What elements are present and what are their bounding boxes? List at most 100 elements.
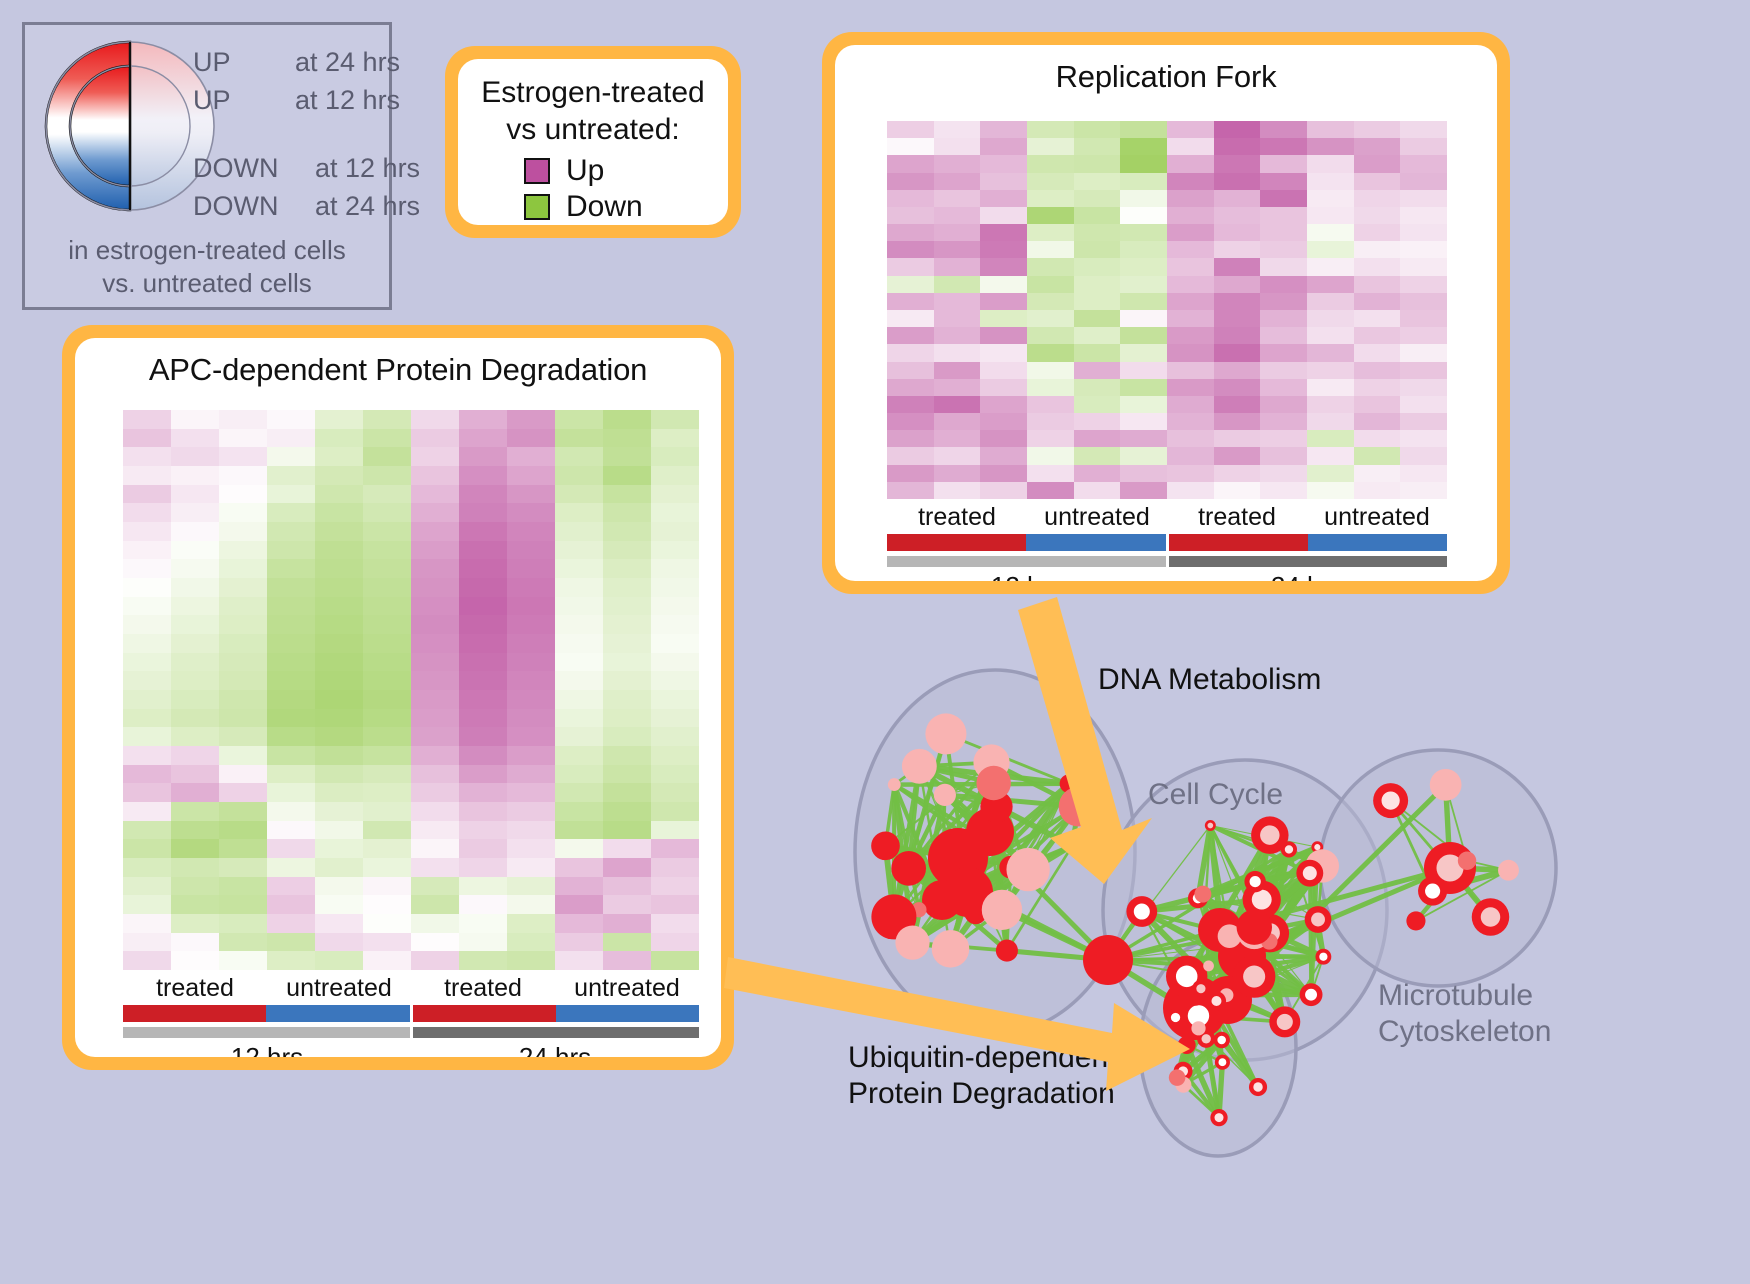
heatmap-cell: [267, 653, 315, 672]
network-node: [922, 880, 962, 920]
heatmap-cell: [315, 410, 363, 429]
heatmap-cell: [1400, 344, 1447, 361]
heatmap-cell: [603, 485, 651, 504]
heatmap-cell: [219, 578, 267, 597]
heatmap-cell: [1307, 430, 1354, 447]
heatmap-cell: [980, 155, 1027, 172]
heatmap-cell: [1120, 121, 1167, 138]
axis-time-bar: [1169, 556, 1448, 567]
heatmap-cell: [1074, 121, 1121, 138]
network-node-core: [1277, 1014, 1293, 1030]
heatmap-cell: [171, 615, 219, 634]
heatmap-cell: [934, 465, 981, 482]
heatmap-cell: [411, 765, 459, 784]
network-label-ubiquitin-degradation: Ubiquitin-dependent Protein Degradation: [848, 1040, 1117, 1112]
heatmap-cell: [1214, 224, 1261, 241]
heatmap-cell: [267, 541, 315, 560]
heatmap-cell: [651, 466, 699, 485]
heatmap-cell: [1260, 138, 1307, 155]
heatmap-cell: [1120, 430, 1167, 447]
heatmap-cell: [1307, 224, 1354, 241]
heatmap-cell: [980, 362, 1027, 379]
heatmap-cell: [980, 447, 1027, 464]
heatmap-cell: [219, 541, 267, 560]
heatmap-cell: [887, 276, 934, 293]
heatmap-cell: [1167, 344, 1214, 361]
heatmap-cell: [1167, 155, 1214, 172]
heatmap-cell: [123, 727, 171, 746]
heatmap-cell: [555, 429, 603, 448]
heatmap-cell: [363, 578, 411, 597]
heatmap-cell: [267, 690, 315, 709]
heatmap-cell: [603, 709, 651, 728]
heatmap-cell: [1167, 310, 1214, 327]
heatmap-cell: [980, 173, 1027, 190]
heatmap-cell: [123, 858, 171, 877]
heatmap-cell: [651, 578, 699, 597]
heatmap-cell: [1120, 413, 1167, 430]
heatmap-cell: [123, 653, 171, 672]
heatmap-cell: [934, 207, 981, 224]
heatmap-cell: [507, 727, 555, 746]
heatmap-cell: [651, 821, 699, 840]
heatmap-cell: [363, 746, 411, 765]
heatmap-cell: [171, 951, 219, 970]
heatmap-cell: [411, 447, 459, 466]
heatmap-cell: [1167, 258, 1214, 275]
heatmap-cell: [1027, 327, 1074, 344]
heatmap-cell: [411, 709, 459, 728]
heatmap-cell: [603, 503, 651, 522]
heatmap-cell: [1354, 430, 1401, 447]
heatmap-cell: [363, 802, 411, 821]
heatmap-cell: [1307, 276, 1354, 293]
network-node: [891, 851, 926, 886]
heatmap-cell: [315, 485, 363, 504]
heatmap-cell: [459, 429, 507, 448]
heatmap-cell: [363, 839, 411, 858]
network-node: [1406, 911, 1425, 930]
network-node-core: [1260, 825, 1279, 844]
heatmap-cell: [267, 410, 315, 429]
heatmap-cell: [171, 821, 219, 840]
heatmap-cell: [651, 429, 699, 448]
heatmap-cell: [219, 466, 267, 485]
heatmap-replication-fork: [887, 121, 1447, 499]
heatmap-cell: [1027, 362, 1074, 379]
network-node: [996, 940, 1018, 962]
heatmap-cell: [887, 362, 934, 379]
heatmap-cell: [1400, 447, 1447, 464]
heatmap-cell: [123, 877, 171, 896]
heatmap-cell: [363, 653, 411, 672]
key-ring-0-label: UP: [193, 47, 231, 78]
heatmap-cell: [603, 541, 651, 560]
heatmap-cell: [459, 802, 507, 821]
heatmap-cell: [123, 578, 171, 597]
heatmap-cell: [363, 821, 411, 840]
heatmap-cell: [1027, 465, 1074, 482]
heatmap-cell: [267, 821, 315, 840]
heatmap-cell: [123, 671, 171, 690]
heatmap-cell: [363, 690, 411, 709]
heatmap-cell: [603, 839, 651, 858]
heatmap-cell: [363, 485, 411, 504]
heatmap-cell: [363, 559, 411, 578]
heatmap-cell: [1400, 413, 1447, 430]
heatmap-cell: [411, 933, 459, 952]
heatmap-cell: [411, 410, 459, 429]
heatmap-cell: [934, 396, 981, 413]
heatmap-cell: [123, 634, 171, 653]
heatmap-cell: [1214, 190, 1261, 207]
network-node: [1083, 935, 1133, 985]
network-node-core: [1481, 907, 1501, 927]
heatmap-cell: [411, 653, 459, 672]
heatmap-cell: [555, 559, 603, 578]
network-node: [934, 784, 956, 806]
heatmap-cell: [1074, 258, 1121, 275]
heatmap-cell: [980, 138, 1027, 155]
heatmap-cell: [887, 293, 934, 310]
key-ring-1-label: UP: [193, 85, 231, 116]
heatmap-cell: [980, 258, 1027, 275]
heatmap-cell: [1354, 310, 1401, 327]
heatmap-cell: [1354, 258, 1401, 275]
